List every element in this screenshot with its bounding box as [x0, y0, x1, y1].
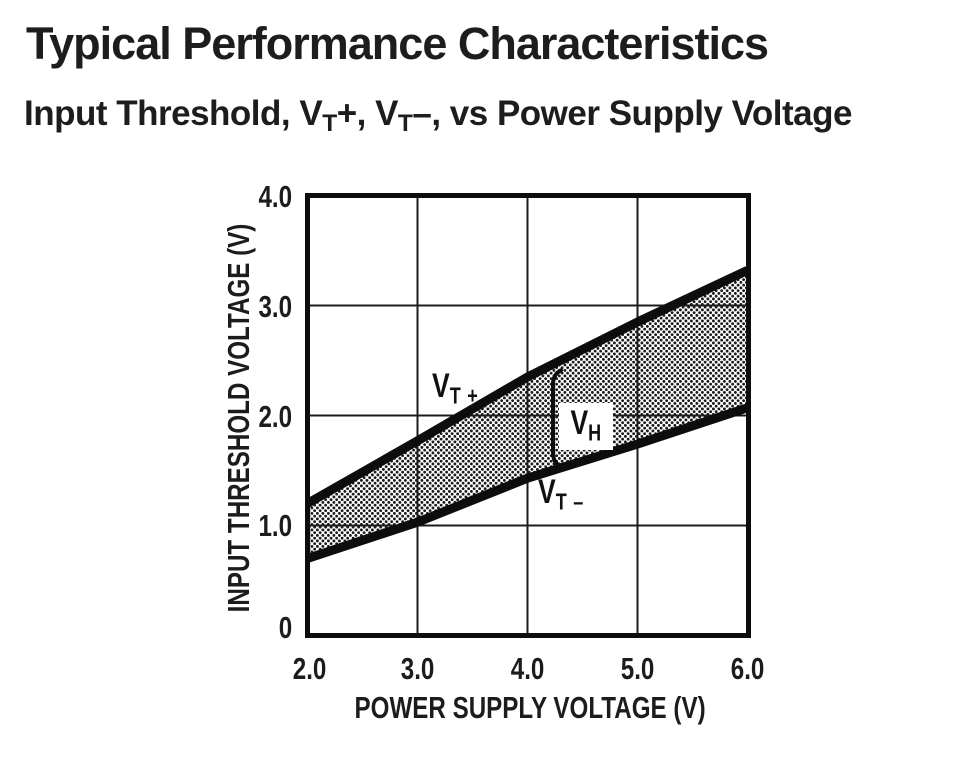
y-tick-0: 0 — [278, 610, 292, 645]
x-tick-6.0: 6.0 — [731, 651, 765, 686]
hysteresis-vh-label: VH — [559, 403, 614, 450]
gridlines — [310, 198, 746, 633]
x-tick-2.0: 2.0 — [293, 651, 327, 686]
page-title: Typical Performance Characteristics — [26, 18, 769, 69]
y-tick-1.0: 1.0 — [258, 508, 292, 543]
vt-plus-curve — [310, 266, 746, 508]
x-tick-4.0: 4.0 — [511, 651, 545, 686]
chart-title-sub2: T — [397, 110, 413, 138]
y-tick-3.0: 3.0 — [258, 289, 292, 324]
vt-minus-curve — [310, 403, 746, 563]
vt-plus-label: VT + — [432, 367, 479, 409]
chart-title-seg1: Input Threshold, V — [24, 94, 323, 133]
x-axis-title-text: POWER SUPPLY VOLTAGE (V) — [354, 690, 706, 725]
threshold-plot — [305, 193, 751, 638]
x-tick-3.0: 3.0 — [401, 651, 435, 686]
chart-title-seg2: +, V — [336, 94, 399, 133]
plot-frame — [305, 193, 751, 638]
y-tick-2.0: 2.0 — [258, 399, 292, 434]
chart-title: Input Threshold, VT+, VT–, vs Power Supp… — [24, 94, 852, 138]
x-axis-title: POWER SUPPLY VOLTAGE (V) — [270, 690, 790, 726]
y-tick-4.0: 4.0 — [258, 179, 292, 214]
vt-minus-label: VT – — [538, 473, 585, 515]
x-tick-5.0: 5.0 — [621, 651, 655, 686]
chart-title-sub1: T — [322, 110, 337, 138]
hysteresis-brace — [551, 368, 563, 469]
chart-title-seg3: –, vs Power Supply Voltage — [412, 94, 852, 133]
